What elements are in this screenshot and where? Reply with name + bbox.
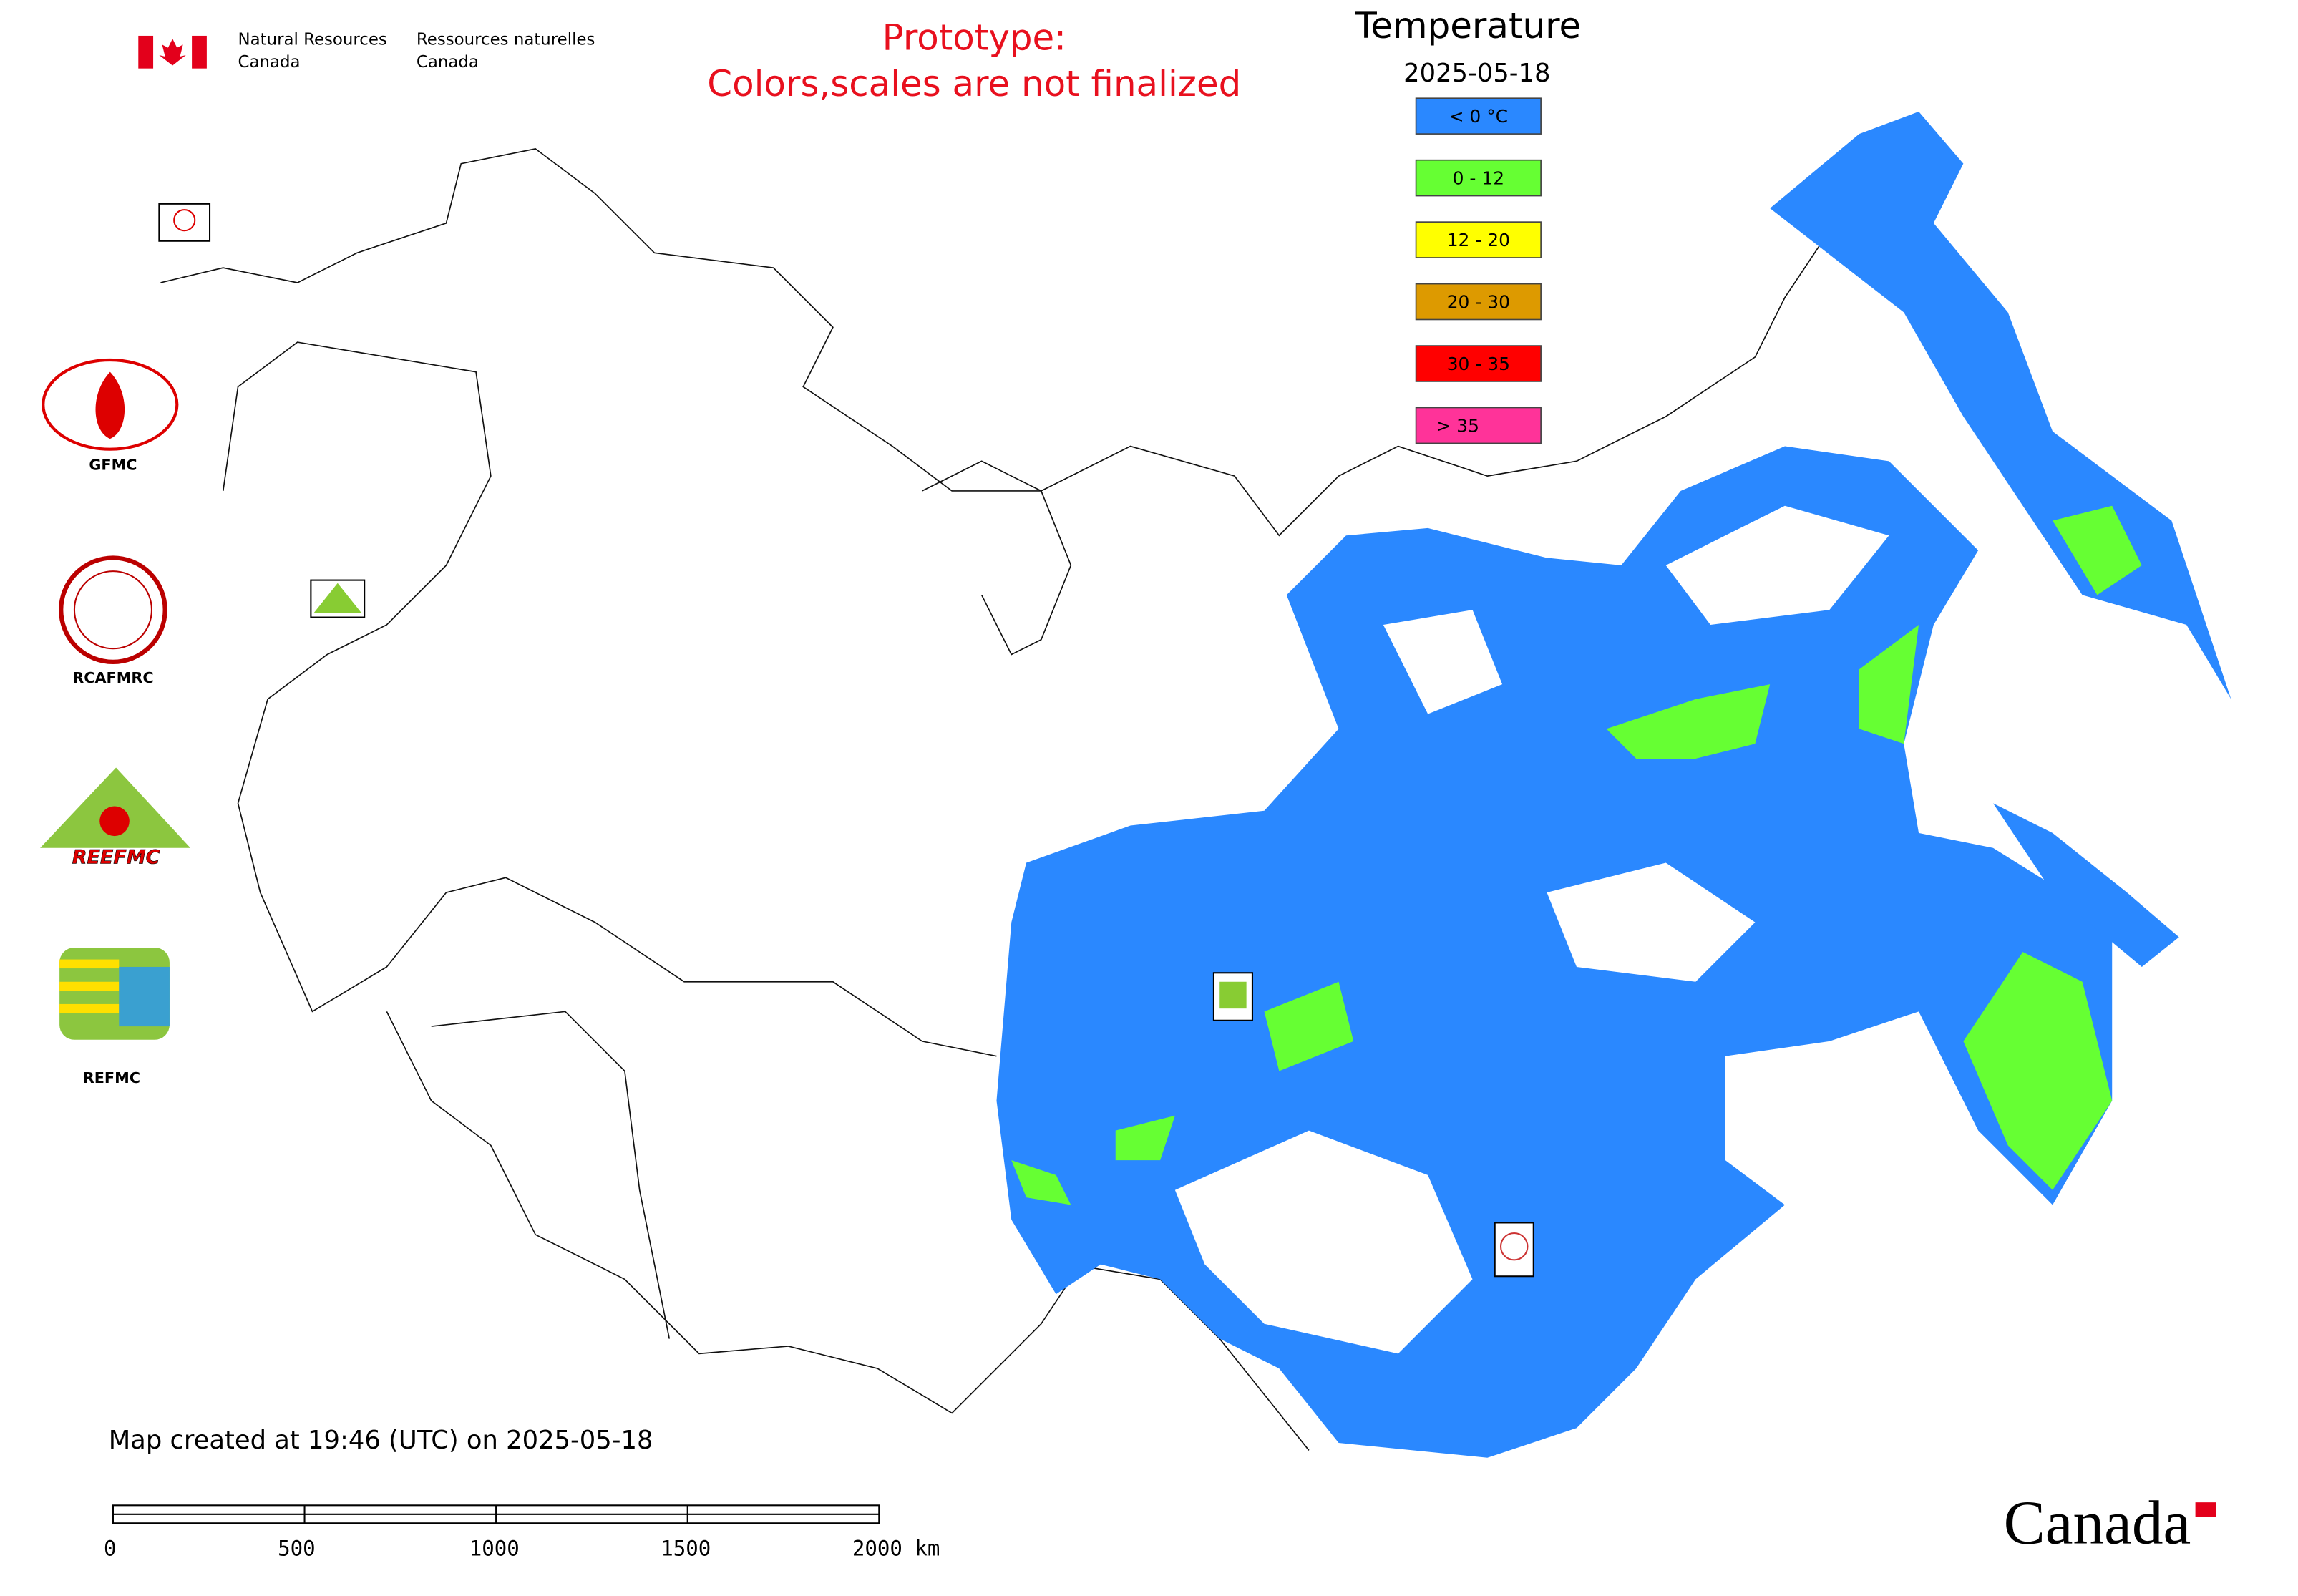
legend-label: > 35 xyxy=(1436,416,1479,437)
legend-swatch xyxy=(1415,221,1542,258)
agency-fr-2: Canada xyxy=(417,53,479,72)
logo-label: RCAFMRC xyxy=(72,669,153,686)
legend: < 0 °C 0 - 12 12 - 20 20 - 30 30 - 35 > 35 xyxy=(1415,97,1542,444)
scale-bar-label: 1000 xyxy=(469,1537,520,1561)
canada-wordmark: Canada xyxy=(2004,1488,2191,1557)
agency-en-2: Canada xyxy=(238,53,301,72)
legend-label: 20 - 30 xyxy=(1447,292,1510,313)
scale-bar: 0 500 1000 1500 2000 km xyxy=(104,1504,940,1561)
side-logos xyxy=(40,358,191,1040)
logo-label: GFMC xyxy=(89,457,137,474)
legend-label: 12 - 20 xyxy=(1447,230,1510,250)
legend-title: Temperature xyxy=(1354,5,1581,47)
wordmark-flag xyxy=(2195,1502,2216,1517)
map-markers xyxy=(158,203,1534,1278)
notice-2: Colors,scales are not finalized xyxy=(707,63,1241,104)
scale-bar-label: 0 xyxy=(104,1537,117,1561)
created-note: Map created at 19:46 (UTC) on 2025-05-18 xyxy=(109,1426,653,1455)
legend-swatch xyxy=(1415,345,1542,382)
logo-label: REFMC xyxy=(83,1069,140,1086)
canada-flag xyxy=(138,35,207,69)
scale-bar-label: 2000 km xyxy=(852,1537,940,1561)
legend-label: 0 - 12 xyxy=(1453,168,1504,189)
scale-bar-label: 500 xyxy=(278,1537,316,1561)
legend-swatch xyxy=(1415,97,1542,135)
legend-swatch xyxy=(1415,159,1542,197)
legend-swatch xyxy=(1415,407,1542,444)
scale-bar-label: 1500 xyxy=(661,1537,711,1561)
notice-1: Prototype: xyxy=(882,17,1066,59)
agency-fr-1: Ressources naturelles xyxy=(417,31,595,49)
logo-label: REEFMC xyxy=(72,847,160,869)
agency-en-1: Natural Resources xyxy=(238,31,387,49)
legend-label: < 0 °C xyxy=(1449,106,1508,127)
legend-swatch xyxy=(1415,283,1542,321)
legend-date: 2025-05-18 xyxy=(1403,59,1550,88)
legend-label: 30 - 35 xyxy=(1447,354,1510,374)
temperature-field xyxy=(996,111,2231,1458)
